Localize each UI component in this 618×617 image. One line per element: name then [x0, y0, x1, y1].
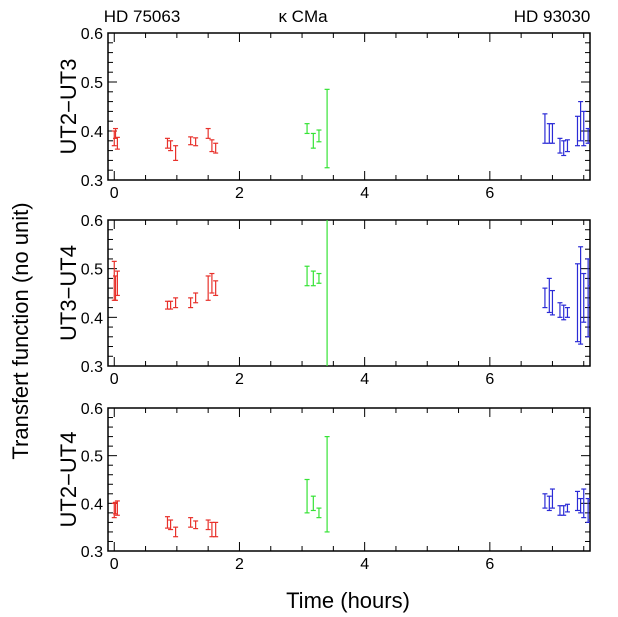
- data-layer: [111, 436, 590, 538]
- series-hd-93030: [542, 100, 590, 157]
- y-tick-label: 0.6: [81, 401, 103, 418]
- panel-ylabel: UT3−UT4: [56, 245, 81, 341]
- series--cma: [304, 220, 328, 366]
- x-tick-label: 4: [360, 556, 369, 573]
- panel-ylabel: UT2−UT4: [56, 432, 81, 528]
- y-tick-label: 0.3: [81, 173, 103, 190]
- y-tick-label: 0.5: [81, 449, 103, 466]
- figure-xlabel: Time (hours): [286, 588, 410, 613]
- x-tick-label: 0: [110, 556, 119, 573]
- y-tick-label: 0.5: [81, 75, 103, 92]
- top-label-hd93030: HD 93030: [514, 7, 591, 26]
- panel-ylabel: UT2−UT3: [56, 59, 81, 155]
- x-tick-label: 4: [360, 371, 369, 388]
- data-layer: [111, 220, 590, 366]
- series--cma: [304, 436, 330, 533]
- series-hd-93030: [542, 246, 590, 345]
- chart-panels: 0.3 0.4 0.5 0.6 0 2 4 6 UT2−UT3 0.3 0.4 0.5 0.6 0 2 4 6 U…: [56, 26, 591, 573]
- x-tick-label: 6: [485, 371, 494, 388]
- series-hd-75063: [111, 127, 219, 161]
- series--cma: [304, 88, 330, 169]
- plot-frame: [107, 219, 591, 367]
- y-tick-label: 0.4: [81, 310, 103, 327]
- x-tick-label: 0: [110, 371, 119, 388]
- x-tick-label: 2: [235, 371, 244, 388]
- x-tick-label: 0: [110, 185, 119, 202]
- y-tick-label: 0.4: [81, 124, 103, 141]
- x-tick-label: 6: [485, 185, 494, 202]
- y-tick-label: 0.6: [81, 213, 103, 230]
- data-layer: [111, 88, 590, 169]
- y-tick-label: 0.3: [81, 359, 103, 376]
- chart-panel-3: 0.3 0.4 0.5 0.6 0 2 4 6 UT2−UT4: [56, 401, 591, 573]
- y-tick-label: 0.6: [81, 26, 103, 43]
- series-hd-75063: [111, 260, 219, 310]
- x-tick-label: 2: [235, 185, 244, 202]
- y-tick-label: 0.5: [81, 262, 103, 279]
- chart-panel-2: 0.3 0.4 0.5 0.6 0 2 4 6 UT3−UT4: [56, 213, 591, 388]
- y-tick-label: 0.4: [81, 496, 103, 513]
- series-hd-93030: [542, 488, 590, 524]
- series-hd-75063: [111, 500, 219, 538]
- figure-ylabel: Transfert function (no unit): [8, 202, 33, 459]
- x-tick-label: 4: [360, 185, 369, 202]
- y-tick-label: 0.3: [81, 544, 103, 561]
- plot-frame: [107, 407, 591, 552]
- x-tick-label: 6: [485, 556, 494, 573]
- plot-frame: [107, 32, 591, 181]
- chart-panel-1: 0.3 0.4 0.5 0.6 0 2 4 6 UT2−UT3: [56, 26, 591, 202]
- x-tick-label: 2: [235, 556, 244, 573]
- top-label-kappa-cma: κ CMa: [278, 7, 328, 26]
- top-label-hd75063: HD 75063: [104, 7, 181, 26]
